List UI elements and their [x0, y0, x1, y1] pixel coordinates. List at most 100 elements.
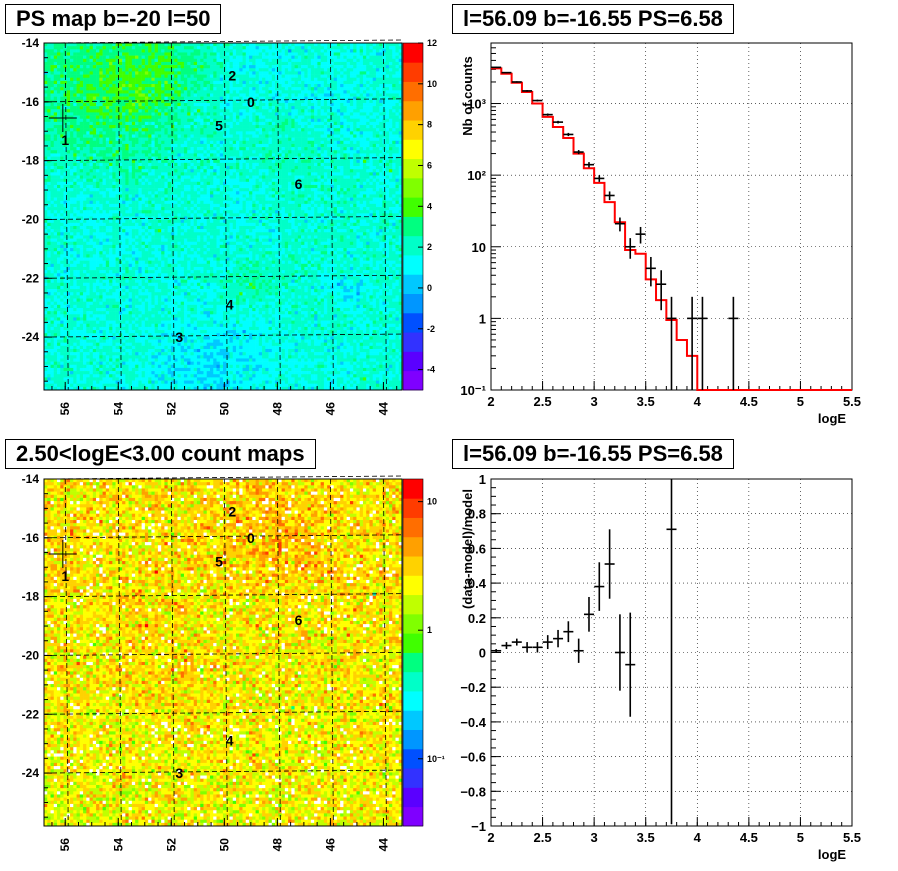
heatmap-cell [164, 184, 168, 189]
heatmap-cell [252, 131, 256, 135]
heatmap-cell [154, 106, 159, 110]
heatmap-cell [122, 52, 126, 56]
heatmap-cell [109, 112, 113, 116]
heatmap-cell [294, 87, 299, 91]
heatmap-cell [369, 55, 373, 60]
heatmap-cell [245, 175, 250, 179]
heatmap-cell [294, 55, 299, 60]
heatmap-cell [128, 128, 133, 132]
heatmap-cell [242, 172, 247, 176]
heatmap-cell [141, 43, 146, 47]
heatmap-cell [148, 128, 152, 132]
heatmap-cell [73, 166, 77, 170]
heatmap-cell [219, 156, 224, 161]
heatmap-cell [209, 71, 214, 75]
heatmap-cell [320, 118, 325, 123]
heatmap-cell [174, 159, 178, 164]
heatmap-cell [118, 143, 123, 148]
heatmap-cell [369, 125, 373, 129]
heatmap-cell [135, 118, 139, 123]
heatmap-cell [356, 125, 360, 129]
heatmap-cell [47, 115, 51, 119]
heatmap-cell [180, 55, 185, 60]
heatmap-cell [141, 118, 146, 123]
heatmap-cell [79, 166, 84, 170]
heatmap-cell [375, 156, 380, 161]
heatmap-cell [323, 131, 328, 135]
heatmap-cell [327, 74, 331, 78]
heatmap-cell [255, 90, 260, 94]
heatmap-cell [167, 125, 172, 129]
heatmap-cell [262, 93, 266, 97]
heatmap-cell [89, 52, 94, 56]
heatmap-cell [196, 84, 201, 88]
heatmap-cell [187, 84, 191, 88]
heatmap-cell [151, 99, 155, 104]
heatmap-cell [297, 65, 302, 69]
heatmap-cell [356, 55, 360, 60]
heatmap-cell [343, 99, 347, 104]
heatmap-cell [362, 74, 367, 78]
heatmap-cell [242, 93, 247, 97]
heatmap-cell [203, 96, 208, 101]
heatmap-cell [60, 90, 64, 94]
heatmap-cell [89, 166, 94, 170]
heatmap-cell [236, 112, 240, 116]
heatmap-cell [336, 169, 341, 173]
heatmap-cell [144, 169, 149, 173]
heatmap-cell [167, 143, 172, 148]
heatmap-cell [255, 175, 260, 179]
heatmap-cell [385, 65, 390, 69]
heatmap-cell [73, 125, 77, 129]
heatmap-cell [219, 118, 224, 123]
heatmap-cell [369, 68, 373, 72]
heatmap-cell [167, 181, 172, 186]
heatmap-cell [281, 162, 286, 167]
heatmap-cell [304, 65, 308, 69]
heatmap-cell [141, 137, 146, 142]
heatmap-cell [157, 143, 162, 148]
heatmap-cell [304, 181, 308, 186]
heatmap-cell [307, 169, 312, 173]
heatmap-cell [327, 93, 331, 97]
heatmap-cell [314, 49, 318, 53]
heatmap-cell [187, 61, 191, 66]
heatmap-cell [340, 143, 344, 148]
heatmap-cell [245, 128, 250, 132]
heatmap-cell [174, 77, 178, 82]
heatmap-cell [265, 125, 269, 129]
heatmap-cell [291, 52, 295, 56]
heatmap-cell [190, 153, 194, 157]
heatmap-cell [89, 61, 94, 66]
heatmap-cell [284, 153, 289, 157]
heatmap-cell [327, 115, 331, 119]
heatmap-cell [60, 150, 64, 154]
heatmap-cell [57, 112, 61, 116]
heatmap-cell [372, 181, 377, 186]
heatmap-cell [128, 52, 133, 56]
heatmap-cell [47, 84, 51, 88]
heatmap-cell [268, 137, 273, 142]
heatmap-cell [229, 112, 234, 116]
heatmap-cell [206, 143, 211, 148]
heatmap-cell [96, 65, 100, 69]
heatmap-cell [83, 159, 87, 164]
heatmap-cell [105, 49, 110, 53]
heatmap-cell [398, 162, 403, 167]
heatmap-cell [346, 68, 351, 72]
heatmap-cell [157, 137, 162, 142]
heatmap-cell [255, 118, 260, 123]
heatmap-cell [135, 134, 139, 138]
heatmap-cell [57, 58, 61, 63]
heatmap-cell [213, 112, 217, 116]
heatmap-cell [174, 153, 178, 157]
heatmap-cell [135, 175, 139, 179]
heatmap-cell [151, 134, 155, 138]
heatmap-cell [47, 137, 51, 142]
heatmap-cell [79, 106, 84, 110]
heatmap-cell [268, 125, 273, 129]
heatmap-cell [141, 109, 146, 113]
heatmap-cell [353, 137, 357, 142]
heatmap-cell [314, 43, 318, 47]
heatmap-cell [50, 112, 55, 116]
